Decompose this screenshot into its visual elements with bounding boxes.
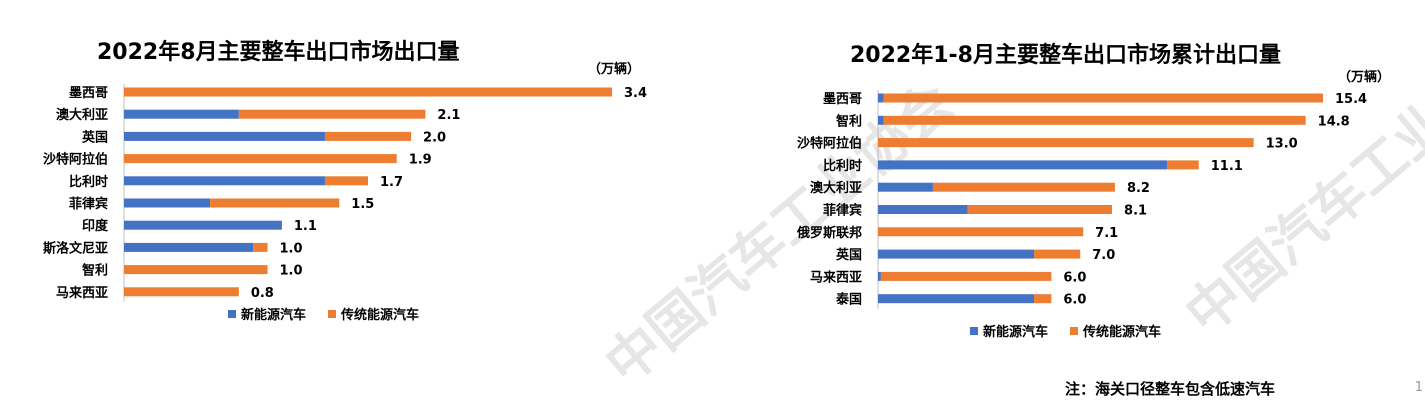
category-label: 智利 [82,263,108,279]
data-label: 6.0 [1063,293,1086,308]
data-label: 13.0 [1266,137,1298,152]
legend-label-new-energy: 新能源汽车 [983,325,1049,340]
data-label: 1.0 [280,264,303,279]
page-number: 1 [1414,380,1423,395]
bar-new-energy [124,220,282,230]
legend-swatch-traditional [1070,326,1079,335]
bar-new-energy [124,198,211,208]
category-label: 印度 [82,218,109,234]
bar-new-energy [878,115,884,125]
data-label: 0.8 [251,286,274,301]
category-label: 墨西哥 [823,91,862,107]
bar-new-energy [124,109,239,119]
legend-swatch-new-energy [228,309,236,318]
category-label: 澳大利亚 [56,107,108,123]
bar-traditional [880,271,1052,281]
category-label: 俄罗斯联邦 [796,225,862,241]
chart-title: 2022年8月主要整车出口市场出口量 [97,40,460,65]
category-label: 沙特阿拉伯 [43,152,108,168]
category-label: 泰国 [835,292,862,308]
data-label: 8.1 [1124,204,1147,219]
bar-traditional [883,93,1323,103]
legend-label-traditional: 传统能源汽车 [1083,325,1162,340]
bar-chart-cumulative: 墨西哥 15.4 智利 14.8 沙特阿拉伯 13.0 比利时 11.1 澳大利亚 8.2 菲律宾 8… [796,90,1367,309]
bar-traditional [210,198,340,208]
category-label: 澳大利亚 [810,180,862,196]
bar-traditional [967,205,1113,214]
data-label: 1.7 [380,175,403,190]
bar-traditional [238,109,426,119]
bar-traditional [932,182,1115,192]
legend-label-traditional: 传统能源汽车 [341,308,420,323]
chart-legend: 新能源汽车 传统能源汽车 [970,321,1161,340]
chart-title: 2022年1-8月主要整车出口市场累计出口量 [850,43,1281,68]
bar-traditional [124,87,612,97]
bar-traditional [878,138,1254,148]
category-label: 菲律宾 [69,196,108,212]
data-label: 1.1 [294,219,317,234]
bar-traditional [1034,294,1052,304]
bar-traditional [124,154,397,164]
chart-legend: 新能源汽车 传统能源汽车 [228,304,419,323]
data-label: 8.2 [1127,181,1150,196]
unit-label: （万辆） [1338,70,1391,85]
data-label: 6.0 [1063,270,1086,285]
bar-chart-august: 墨西哥 3.4 澳大利亚 2.1 英国 2.0 沙特阿拉伯 1.9 比利时 1.7 菲律宾 1.5 印度… [43,84,647,302]
bar-new-energy [878,294,1035,304]
bar-traditional [124,265,268,275]
category-label: 斯洛文尼亚 [43,240,108,256]
bar-new-energy [878,205,968,214]
data-label: 2.1 [437,108,460,123]
legend-swatch-traditional [328,309,337,318]
category-label: 比利时 [823,158,862,174]
data-label: 3.4 [624,86,647,101]
bar-traditional [124,287,239,297]
category-label: 英国 [835,247,862,263]
bar-new-energy [878,271,881,281]
data-label: 1.5 [351,197,374,212]
bar-new-energy [124,242,254,252]
bar-new-energy [878,160,1167,170]
bar-traditional [883,115,1306,125]
category-label: 智利 [836,113,862,129]
bar-traditional [253,242,268,252]
category-label: 马来西亚 [56,285,108,301]
bar-new-energy [878,182,933,192]
data-label: 7.0 [1092,248,1115,263]
category-label: 菲律宾 [823,203,862,219]
chart-panel-cumulative: 2022年1-8月主要整车出口市场累计出口量 （万辆） 墨西哥 15.4 智利 14.… [720,0,1425,411]
data-label: 15.4 [1335,92,1367,107]
bar-traditional [324,131,412,141]
bar-traditional [1166,160,1199,170]
unit-label: （万辆） [588,62,641,77]
legend-swatch-new-energy [970,326,978,335]
bar-traditional [1034,249,1081,259]
category-label: 马来西亚 [810,269,862,285]
data-label: 1.0 [280,241,303,256]
category-label: 英国 [81,129,108,145]
footnote: 注：海关口径整车包含低速汽车 [1065,380,1276,398]
chart-panel-august: 2022年8月主要整车出口市场出口量 （万辆） 墨西哥 3.4 澳大利亚 2.1 英国 2… [0,0,700,411]
bar-new-energy [124,131,325,141]
bar-new-energy [878,93,884,103]
legend-label-new-energy: 新能源汽车 [241,308,307,323]
category-label: 沙特阿拉伯 [797,136,862,152]
legend-item-traditional: 传统能源汽车 [1070,321,1161,340]
legend-item-new-energy: 新能源汽车 [970,321,1048,340]
data-label: 2.0 [423,130,446,145]
legend-item-traditional: 传统能源汽车 [328,304,419,323]
category-label: 墨西哥 [69,85,108,101]
legend-item-new-energy: 新能源汽车 [228,304,306,323]
data-label: 14.8 [1318,114,1350,129]
bar-new-energy [124,176,325,186]
bar-traditional [878,227,1084,237]
data-label: 1.9 [409,153,432,168]
data-label: 7.1 [1095,226,1118,241]
data-label: 11.1 [1211,159,1243,174]
category-label: 比利时 [69,174,108,190]
bar-traditional [324,176,368,186]
bar-new-energy [878,249,1035,259]
